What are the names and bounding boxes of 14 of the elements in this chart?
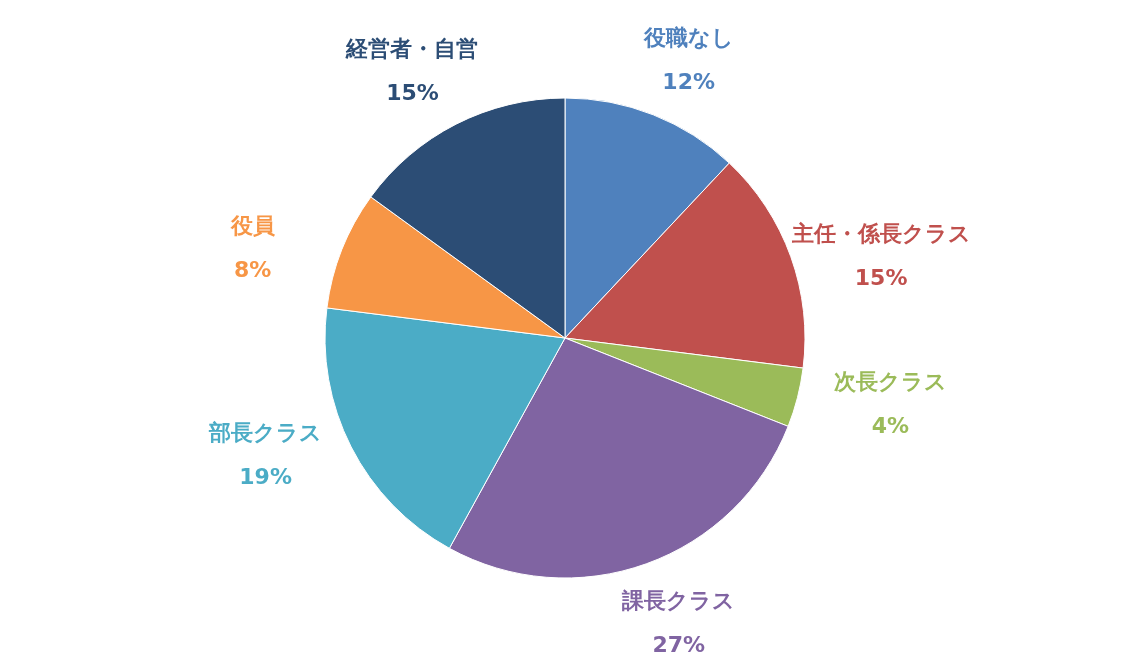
data-label: 8%	[233, 257, 272, 283]
slice-label: 部長クラス	[208, 420, 323, 446]
slice-label: 主任・係長クラス	[790, 220, 971, 246]
data-label: 15%	[854, 264, 908, 290]
slice-label: 役員	[229, 213, 275, 239]
data-label: 27%	[652, 631, 706, 657]
slice-label: 次長クラス	[833, 368, 947, 394]
slice-label: 経営者・自営	[345, 36, 479, 61]
slice-label: 役職なし	[642, 25, 734, 51]
data-label: 15%	[386, 80, 439, 105]
data-label: 19%	[239, 464, 292, 490]
data-label: 4%	[871, 412, 910, 438]
slice-label: 課長クラス	[621, 587, 736, 613]
data-label: 12%	[662, 69, 716, 95]
